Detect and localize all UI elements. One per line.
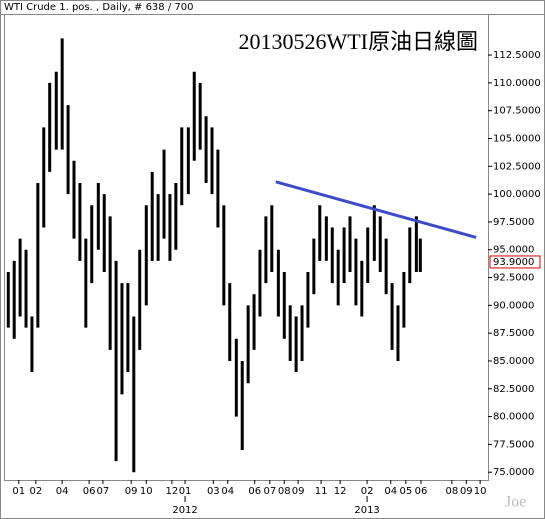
y-tick-label: 95.0000	[493, 245, 534, 256]
x-tick-label: 09	[460, 486, 473, 497]
x-tick-label: 08	[445, 486, 458, 497]
x-tick-label: 06	[415, 486, 428, 497]
y-tick-label: 110.0000	[493, 78, 541, 89]
y-tick-label: 75.0000	[493, 467, 534, 478]
x-tick-label: 01	[12, 486, 25, 497]
x-tick-label: 01	[179, 486, 192, 497]
y-tick-label: 77.5000	[493, 439, 534, 450]
y-tick-label: 85.0000	[493, 356, 534, 367]
last-price-box	[489, 255, 541, 269]
x-tick-label: 02	[361, 486, 374, 497]
x-tick-label: 04	[56, 486, 69, 497]
x-tick-label: 05	[399, 486, 412, 497]
x-tick-label: 12	[334, 486, 347, 497]
y-tick-label: 100.0000	[493, 189, 541, 200]
watermark: Joe	[505, 494, 526, 511]
x-tick-label: 11	[315, 486, 328, 497]
x-tick-label: 07	[97, 486, 110, 497]
y-tick-label: 80.0000	[493, 412, 534, 423]
year-label: 2012	[172, 505, 197, 516]
y-tick-label: 112.5000	[493, 50, 541, 61]
y-tick-label: 105.0000	[493, 133, 541, 144]
y-tick-label: 107.5000	[493, 106, 541, 117]
x-tick-label: 04	[221, 486, 234, 497]
y-tick-label: 92.5000	[493, 273, 534, 284]
trendline	[275, 180, 477, 239]
x-tick-label: 08	[278, 486, 291, 497]
x-tick-label: 09	[292, 486, 305, 497]
x-tick-label: 10	[140, 486, 153, 497]
y-tick-label: 87.5000	[493, 328, 534, 339]
x-tick-label: 07	[263, 486, 276, 497]
x-tick-label: 03	[207, 486, 220, 497]
y-tick-label: 82.5000	[493, 384, 534, 395]
y-tick-label: 102.5000	[493, 161, 541, 172]
x-tick-label: 12	[166, 486, 179, 497]
x-tick-label: 10	[474, 486, 487, 497]
plot-frame	[4, 14, 489, 481]
x-tick-label: 09	[125, 486, 138, 497]
chart-title: 20130526WTI原油日線圖	[238, 29, 478, 54]
last-price-label: 93.9000	[493, 257, 534, 268]
x-tick-label: 06	[248, 486, 261, 497]
header: WTI Crude 1. pos. , Daily, # 638 / 700	[4, 2, 193, 13]
x-tick-label: 04	[384, 486, 397, 497]
year-label: 2013	[354, 505, 379, 516]
x-tick-label: 06	[83, 486, 96, 497]
x-tick-label: 02	[30, 486, 43, 497]
y-tick-label: 97.5000	[493, 217, 534, 228]
y-tick-label: 90.0000	[493, 300, 534, 311]
